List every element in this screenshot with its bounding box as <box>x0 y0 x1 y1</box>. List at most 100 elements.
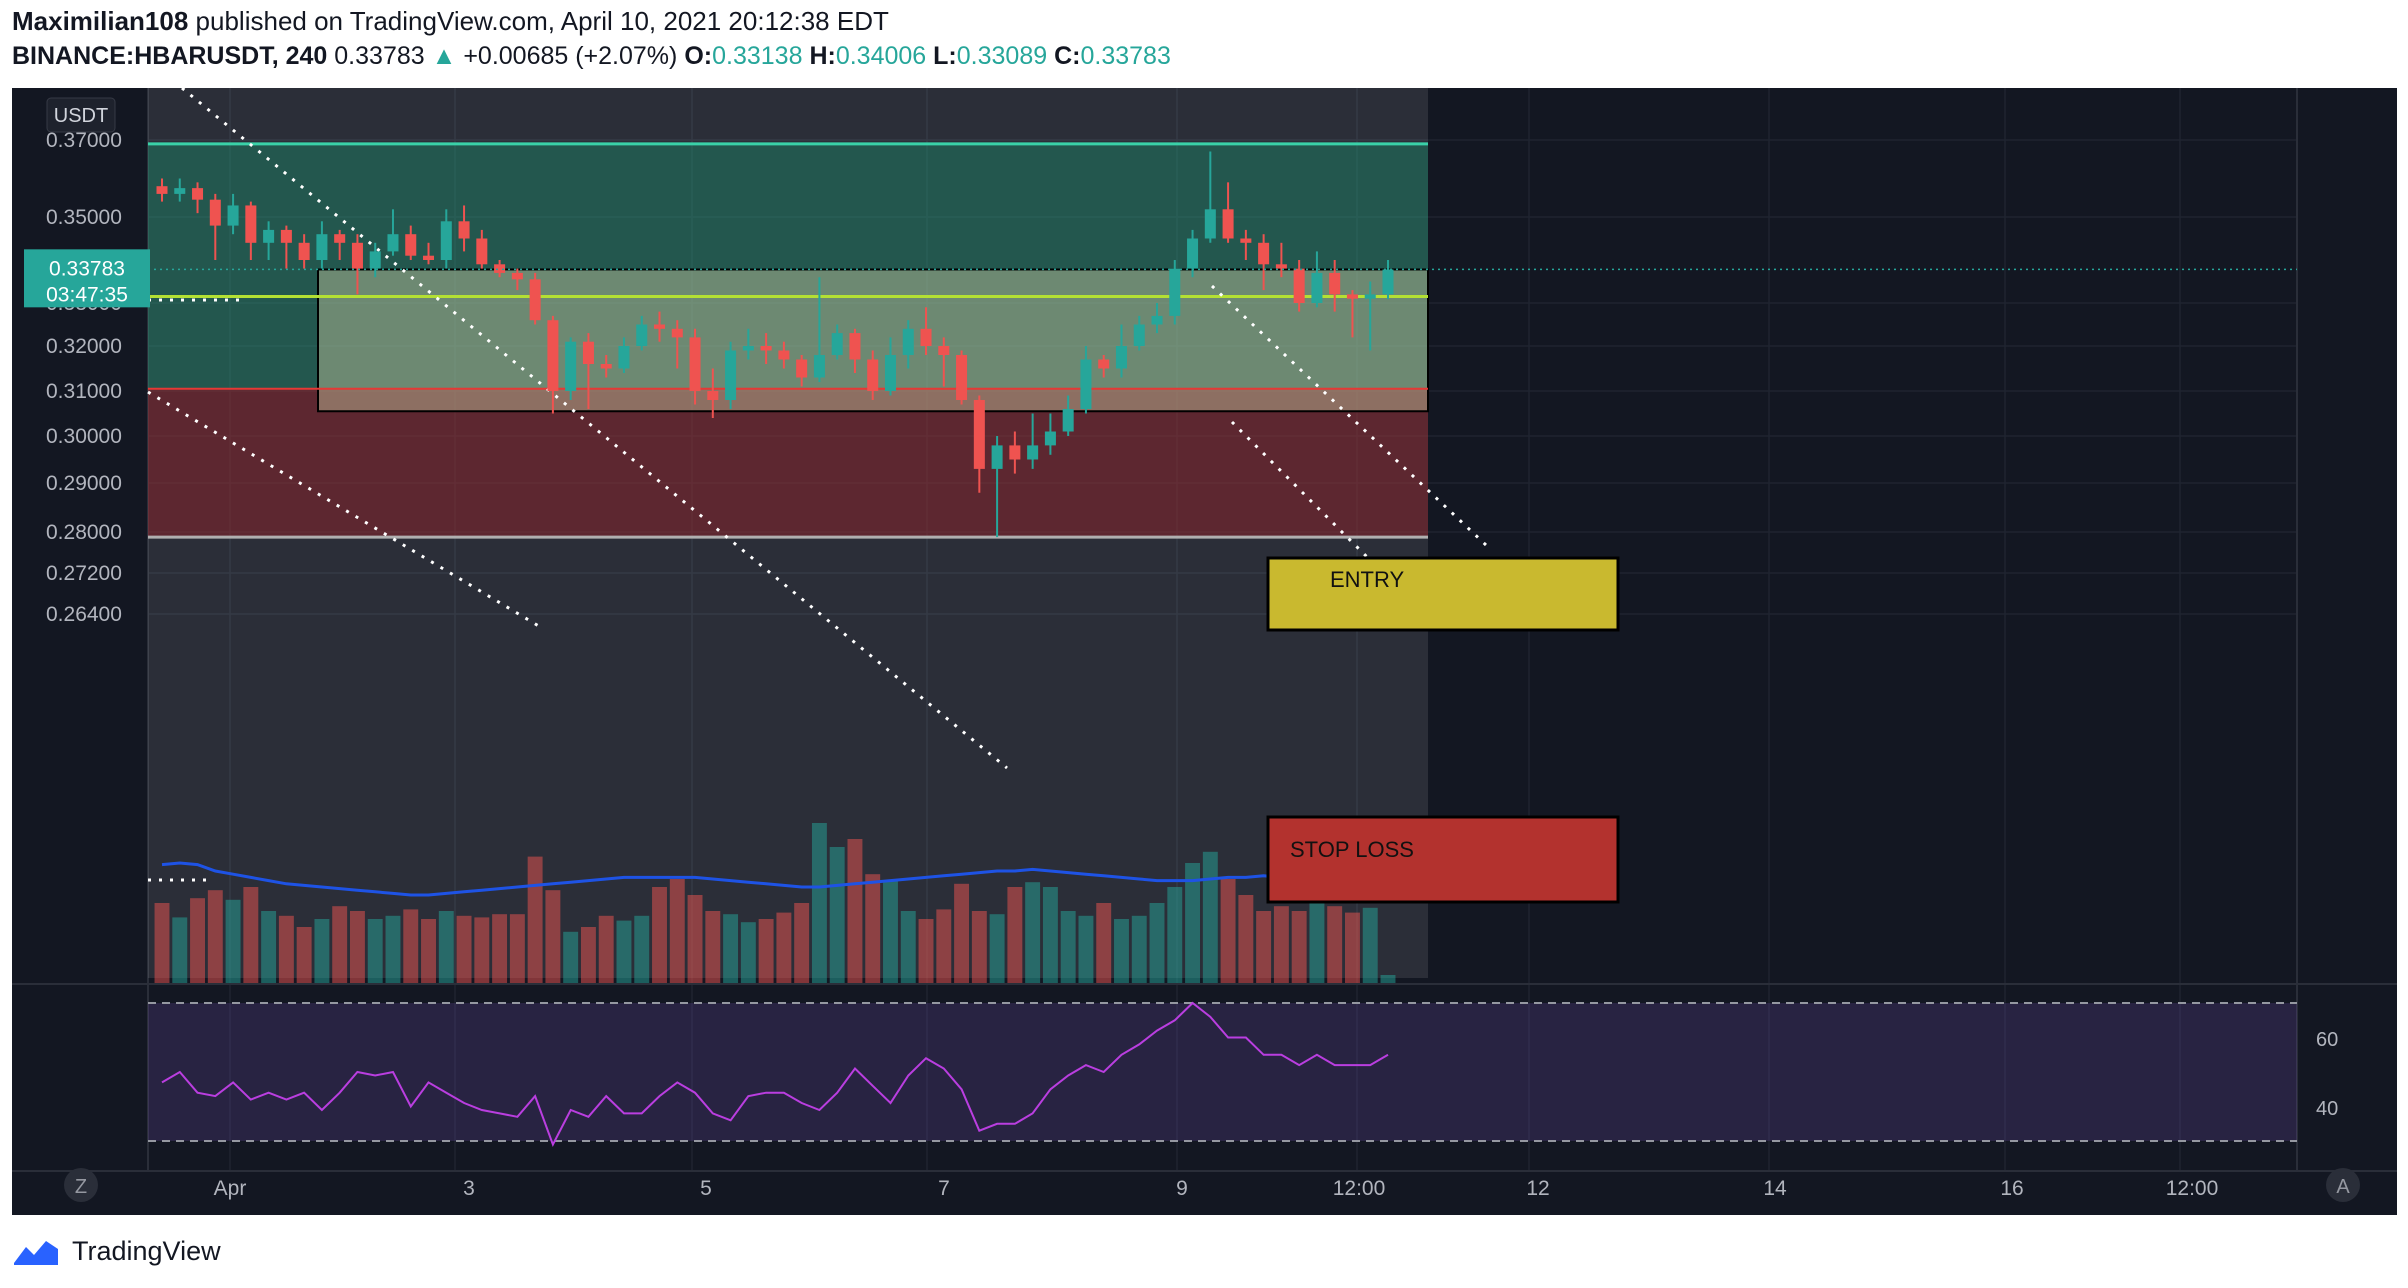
volume-bar-4 <box>225 899 241 983</box>
candle-body-6 <box>263 229 275 243</box>
stop-loss-annotation-box[interactable] <box>1266 815 1620 904</box>
volume-bar-27 <box>634 915 650 983</box>
candle-body-11 <box>351 242 363 269</box>
volume-bar-56 <box>1149 903 1165 983</box>
volume-bar-33 <box>740 922 756 983</box>
volume-bar-38 <box>829 847 845 983</box>
chart-svg[interactable]: ENTRY STOP LOSS 0.370000.350000.330000.3… <box>12 86 2397 1215</box>
open-value: 0.33138 <box>712 42 803 70</box>
volume-bar-60 <box>1220 879 1236 983</box>
candle-body-46 <box>973 400 985 469</box>
stop-loss-zone <box>148 388 1428 538</box>
candle-body-33 <box>742 346 754 351</box>
candle-body-0 <box>156 186 168 194</box>
volume-bar-40 <box>865 874 881 983</box>
candle-body-32 <box>725 350 737 400</box>
tradingview-brand[interactable]: TradingView <box>72 1236 221 1266</box>
high-value: 0.34006 <box>835 42 927 70</box>
candle-body-10 <box>334 234 346 243</box>
candle-body-45 <box>956 355 968 400</box>
candle-body-25 <box>600 364 612 369</box>
chart-panel[interactable]: ENTRY STOP LOSS 0.370000.350000.330000.3… <box>12 86 2397 1215</box>
volume-bar-45 <box>954 883 970 983</box>
publish-info: published on TradingView.com, April 10, … <box>195 6 889 36</box>
candle-body-38 <box>831 333 843 355</box>
candle-body-44 <box>938 346 950 355</box>
candle-body-35 <box>778 350 790 360</box>
volume-bar-24 <box>580 927 596 983</box>
volume-bar-63 <box>1273 906 1289 983</box>
candle-body-37 <box>813 355 825 378</box>
volume-bar-51 <box>1060 911 1076 983</box>
auto-scale-button[interactable] <box>2326 1168 2360 1202</box>
candle-body-60 <box>1222 209 1234 239</box>
volume-bar-67 <box>1345 912 1360 983</box>
candle-body-62 <box>1258 242 1270 265</box>
volume-bar-35 <box>776 912 792 983</box>
candle-body-36 <box>796 359 808 378</box>
price-tick-0: 0.37000 <box>46 129 122 152</box>
time-tick-7: 14 <box>1763 1177 1787 1200</box>
volume-bar-12 <box>367 919 383 983</box>
volume-bar-65 <box>1309 903 1325 983</box>
candle-body-24 <box>582 341 594 364</box>
close-label: C: <box>1054 42 1081 70</box>
volume-bar-14 <box>403 909 419 983</box>
candle-body-31 <box>707 391 719 400</box>
candle-body-39 <box>849 333 861 360</box>
volume-bar-34 <box>758 919 774 983</box>
footer: TradingView <box>12 1236 221 1267</box>
candle-body-43 <box>920 328 932 346</box>
rsi-tick-60: 60 <box>2316 1029 2338 1051</box>
volume-bar-29 <box>669 879 685 983</box>
time-tick-1: 3 <box>463 1177 475 1200</box>
candle-body-66 <box>1329 272 1341 295</box>
price-tick-8: 0.27200 <box>46 562 122 585</box>
auto-scale-icon: A <box>2336 1176 2350 1198</box>
volume-bar-58 <box>1185 863 1201 983</box>
volume-bar-62 <box>1256 911 1272 983</box>
volume-bar-42 <box>900 911 916 983</box>
candle-body-23 <box>565 341 577 391</box>
volume-bar-10 <box>332 906 348 983</box>
candle-body-8 <box>298 242 310 260</box>
tradingview-logo-icon[interactable] <box>12 1237 62 1267</box>
candle-body-3 <box>209 199 221 226</box>
candle-body-49 <box>1027 445 1039 460</box>
candle-body-64 <box>1293 268 1305 303</box>
candle-body-14 <box>405 234 417 256</box>
time-tick-8: 16 <box>2000 1177 2023 1200</box>
candle-countdown: 03:47:35 <box>46 283 128 306</box>
candle-body-20 <box>511 272 523 280</box>
time-tick-9: 12:00 <box>2166 1177 2219 1200</box>
time-tick-6: 12 <box>1526 1177 1549 1200</box>
entry-annotation-box[interactable] <box>1266 556 1620 632</box>
volume-bar-9 <box>314 919 330 983</box>
price-tick-1: 0.35000 <box>46 206 122 229</box>
candle-body-5 <box>245 205 257 243</box>
candle-body-30 <box>689 337 701 391</box>
volume-bar-30 <box>687 895 703 983</box>
currency-label: USDT <box>54 105 108 127</box>
zoom-button[interactable] <box>64 1168 98 1202</box>
time-tick-2: 5 <box>700 1177 712 1200</box>
rsi-tick-40: 40 <box>2316 1098 2338 1120</box>
price-tick-5: 0.30000 <box>46 425 122 448</box>
author-name[interactable]: Maximilian108 <box>12 6 189 36</box>
candle-body-41 <box>884 355 897 391</box>
volume-bar-64 <box>1291 911 1307 983</box>
currency-badge[interactable] <box>46 97 116 133</box>
volume-bar-20 <box>509 914 525 983</box>
volume-bar-53 <box>1096 903 1112 983</box>
volume-bar-57 <box>1167 887 1183 983</box>
volume-bar-7 <box>278 915 294 983</box>
candle-body-53 <box>1098 359 1110 369</box>
price-axis: 0.370000.350000.330000.320000.310000.300… <box>46 129 122 626</box>
volume-bar-2 <box>190 898 205 983</box>
volume-bar-68 <box>1362 907 1378 983</box>
volume-bar-19 <box>492 914 508 983</box>
low-label: L: <box>933 42 957 70</box>
volume-bar-66 <box>1327 906 1343 983</box>
last-price-tag <box>24 249 150 308</box>
price-tick-3: 0.32000 <box>46 335 122 358</box>
